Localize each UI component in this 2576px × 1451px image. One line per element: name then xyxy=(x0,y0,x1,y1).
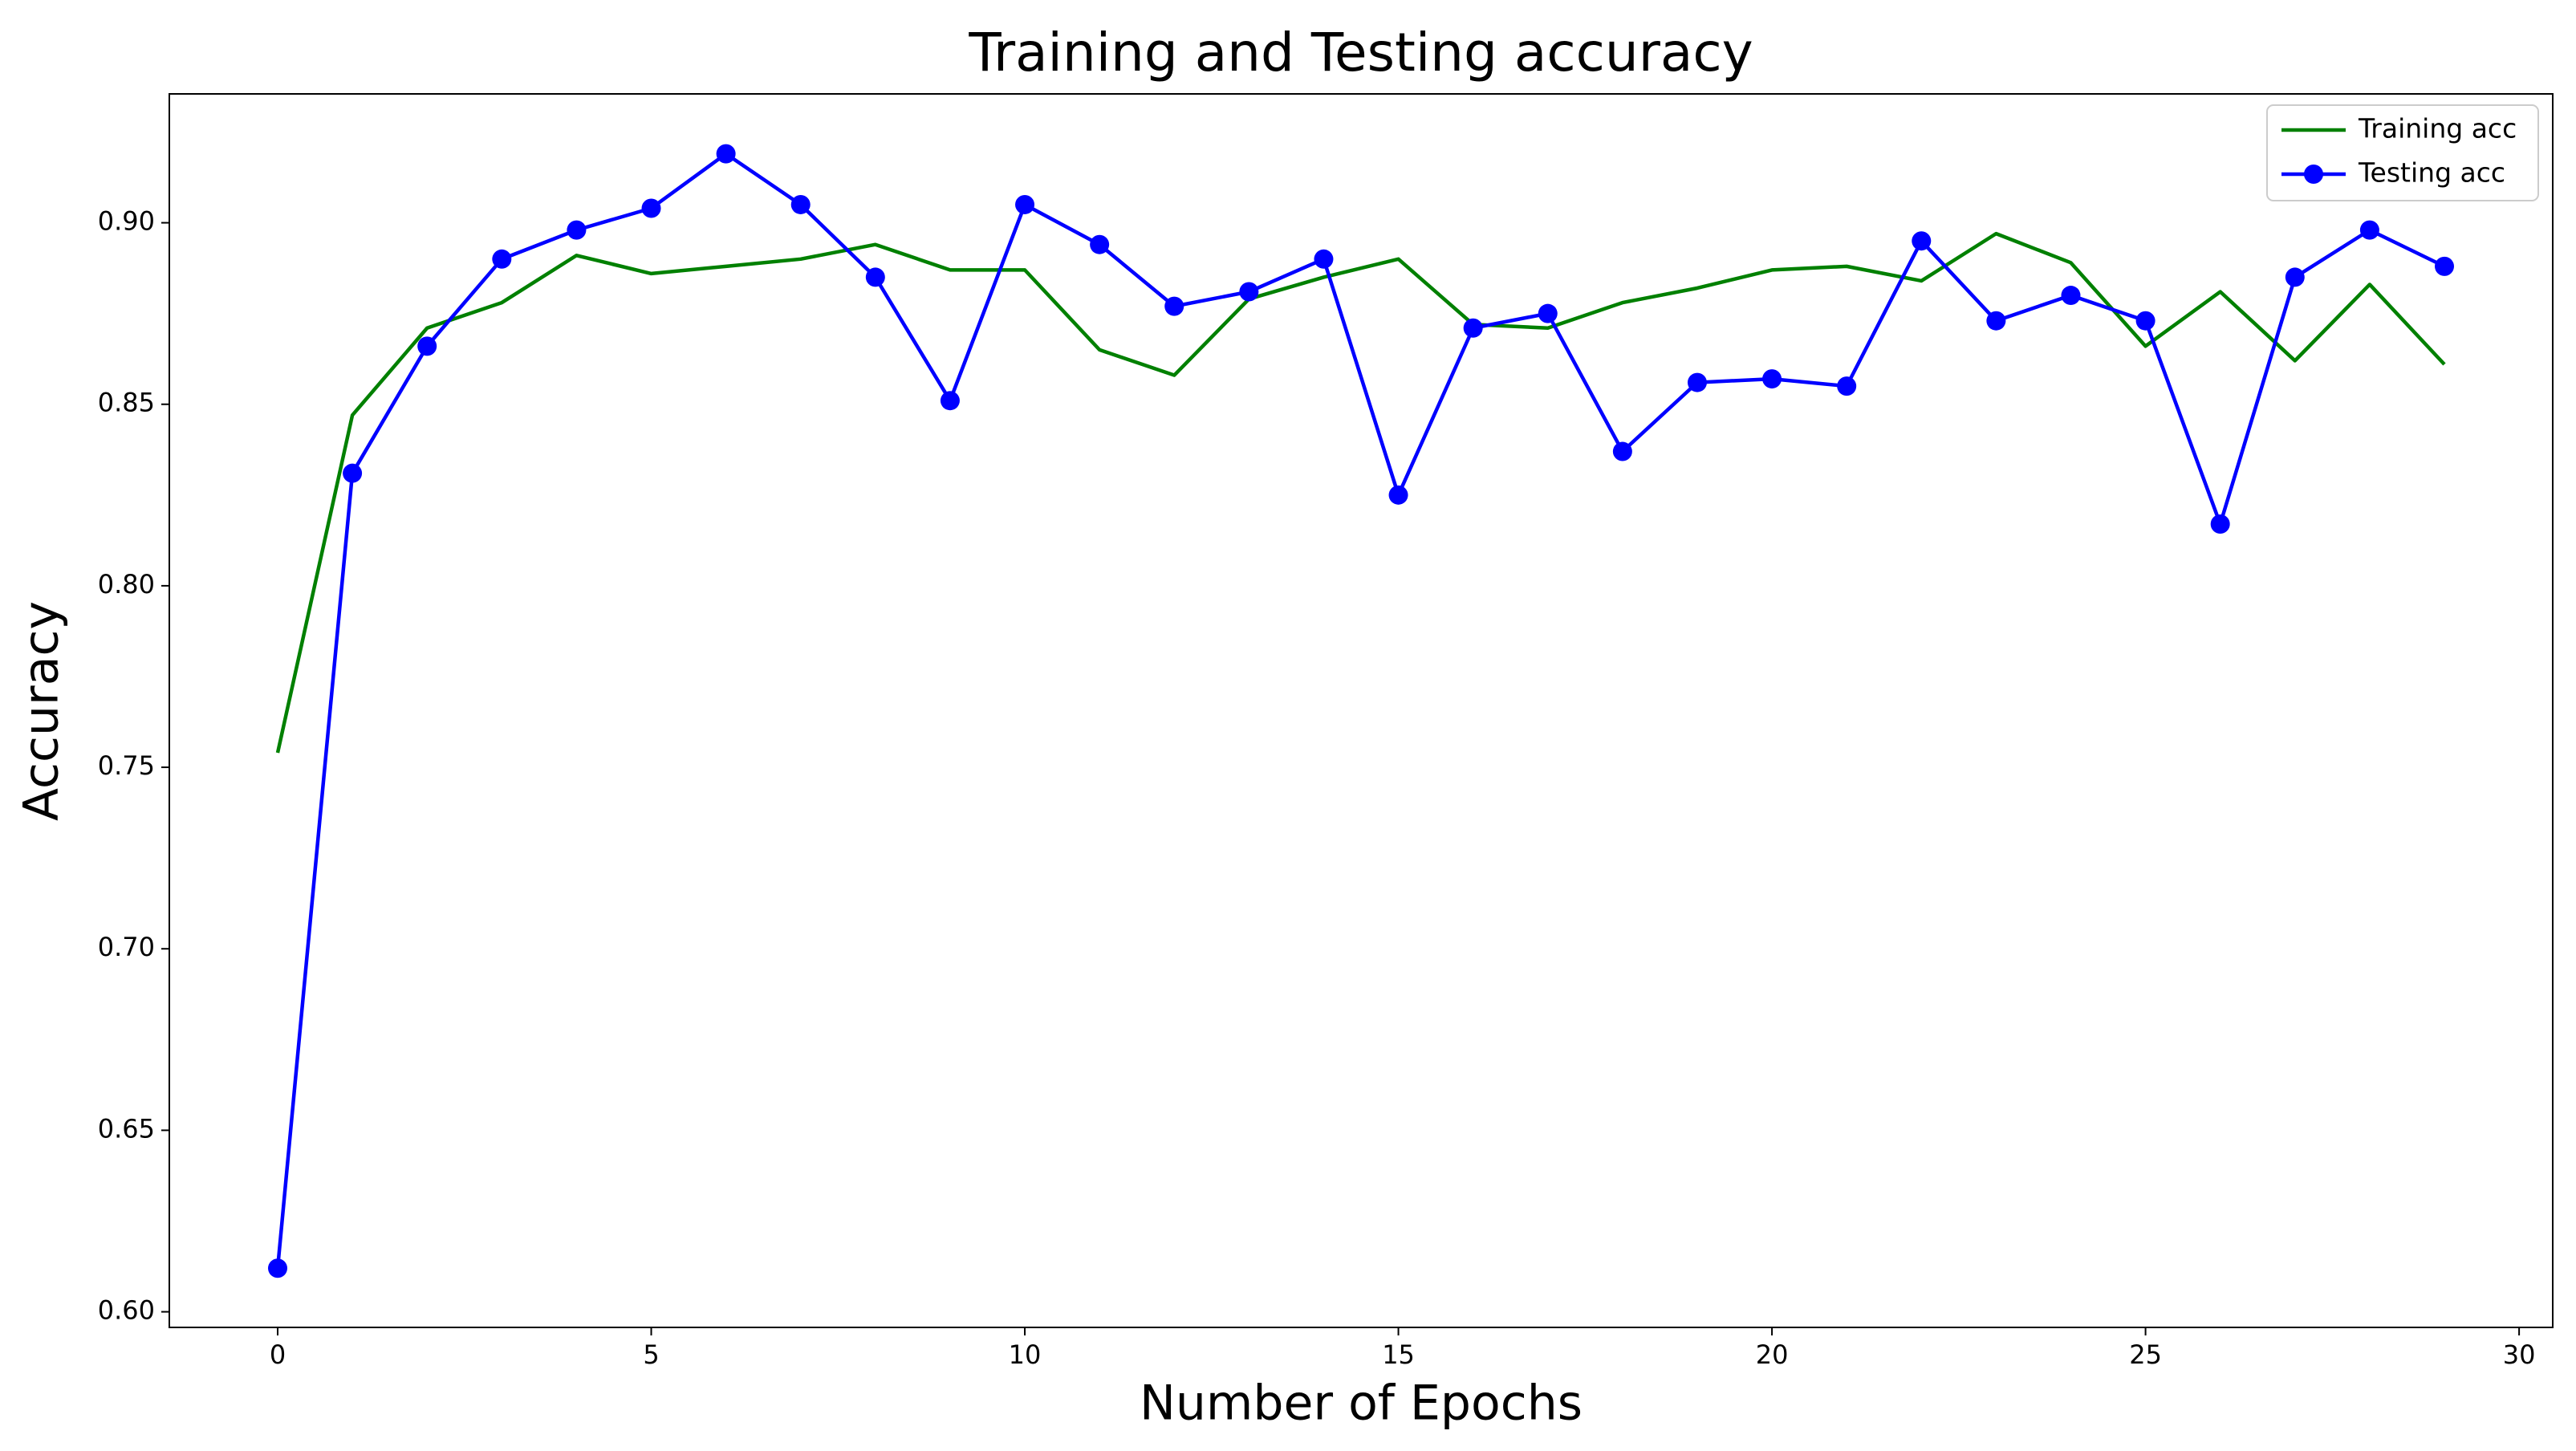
data-point xyxy=(1463,318,1483,338)
data-point xyxy=(1837,376,1857,396)
x-tick-label: 25 xyxy=(2129,1339,2162,1370)
plot-frame xyxy=(169,93,2554,1328)
y-tick-label: 0.75 xyxy=(98,750,155,781)
y-tick-label: 0.65 xyxy=(98,1113,155,1144)
data-point xyxy=(567,220,587,240)
data-point xyxy=(2359,220,2379,240)
x-axis-label: Number of Epochs xyxy=(1140,1376,1583,1432)
x-tick-label: 0 xyxy=(270,1339,286,1370)
legend-label: Training acc xyxy=(2358,113,2517,144)
y-tick-label: 0.80 xyxy=(98,569,155,600)
x-tick-label: 20 xyxy=(1756,1339,1789,1370)
y-tick-label: 0.90 xyxy=(98,206,155,237)
data-point xyxy=(1388,485,1408,505)
data-point xyxy=(417,336,437,356)
data-point xyxy=(1612,441,1632,461)
data-point xyxy=(1762,369,1782,389)
data-point xyxy=(1314,249,1334,269)
x-tick-label: 5 xyxy=(643,1339,659,1370)
data-point xyxy=(1687,372,1707,392)
data-point xyxy=(492,249,512,269)
data-point xyxy=(865,267,885,287)
y-tick-label: 0.60 xyxy=(98,1295,155,1326)
data-point xyxy=(2285,267,2305,287)
data-point xyxy=(268,1258,287,1278)
x-tick-label: 15 xyxy=(1382,1339,1415,1370)
data-point xyxy=(2435,256,2454,276)
chart-title: Training and Testing accuracy xyxy=(968,22,1753,83)
data-point xyxy=(641,198,661,218)
data-point xyxy=(940,391,960,411)
x-tick-label: 30 xyxy=(2503,1339,2536,1370)
data-point xyxy=(1090,234,1110,254)
data-point xyxy=(2061,286,2081,306)
y-tick-label: 0.85 xyxy=(98,388,155,418)
legend-marker xyxy=(2304,165,2323,184)
data-point xyxy=(790,194,811,214)
data-point xyxy=(1912,231,1932,251)
y-tick-label: 0.70 xyxy=(98,932,155,962)
series-line xyxy=(275,152,2445,1269)
data-point xyxy=(1164,296,1184,316)
series-line xyxy=(275,231,2446,754)
data-point xyxy=(2210,514,2230,534)
data-point xyxy=(1015,194,1035,214)
data-point xyxy=(2135,311,2155,331)
data-point xyxy=(343,463,363,483)
y-axis-label: Accuracy xyxy=(14,601,70,821)
x-tick-label: 10 xyxy=(1009,1339,1042,1370)
data-point xyxy=(1538,303,1558,323)
data-point xyxy=(716,144,736,164)
data-point xyxy=(1986,311,2006,331)
data-point xyxy=(1239,282,1259,302)
legend-label: Testing acc xyxy=(2358,157,2505,189)
